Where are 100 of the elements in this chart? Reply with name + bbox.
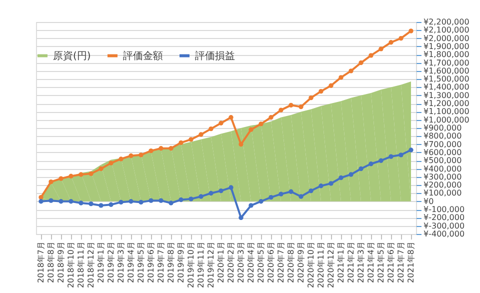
point <box>348 68 354 74</box>
point <box>308 188 314 194</box>
point <box>118 156 124 162</box>
y-tick-label: ¥1,700,000 <box>424 58 470 68</box>
point <box>168 200 174 206</box>
point <box>48 198 54 203</box>
point <box>308 95 314 100</box>
point <box>278 108 284 112</box>
x-tick-label: 2019年1月 <box>96 242 106 283</box>
point <box>318 88 324 94</box>
x-tick-label: 2020年4月 <box>246 242 256 283</box>
point <box>318 184 324 188</box>
point <box>398 36 404 41</box>
point <box>368 162 374 166</box>
point <box>128 199 134 204</box>
point <box>218 188 224 194</box>
x-tick-label: 2019年5月 <box>136 242 146 283</box>
x-tick-label: 2020年11月 <box>316 242 326 288</box>
y-tick-label: ¥1,600,000 <box>424 66 470 76</box>
point <box>208 126 214 132</box>
point <box>198 132 204 137</box>
point <box>68 174 74 178</box>
point <box>358 166 364 172</box>
y-tick-label: ¥-300,000 <box>424 221 465 230</box>
x-tick-label: 2019年4月 <box>126 242 136 283</box>
point <box>338 75 344 80</box>
x-tick-label: 2020年6月 <box>266 242 276 283</box>
point <box>98 203 104 208</box>
point <box>158 146 164 151</box>
point <box>288 189 294 194</box>
x-tick-label: 2020年8月 <box>286 242 296 283</box>
y-tick-label: ¥300,000 <box>424 172 462 182</box>
x-tick-label: 2020年12月 <box>326 242 336 288</box>
point <box>408 28 414 34</box>
x-tick-label: 2021年2月 <box>346 242 356 283</box>
x-tick-label: 2021年5月 <box>376 242 386 283</box>
y-tick-label: ¥1,100,000 <box>424 107 470 116</box>
y-tick-label: ¥900,000 <box>424 124 462 132</box>
point <box>188 137 194 142</box>
point <box>348 172 354 177</box>
point <box>88 201 94 206</box>
point <box>378 158 384 163</box>
y-tick-label: ¥200,000 <box>424 180 462 190</box>
y-tick-label: ¥400,000 <box>424 164 462 174</box>
point <box>198 194 204 199</box>
y-tick-label: ¥500,000 <box>424 156 462 166</box>
point <box>138 200 144 205</box>
y-tick-label: ¥600,000 <box>424 148 462 157</box>
legend-label: 評価金額 <box>123 50 163 62</box>
point <box>78 172 84 177</box>
point <box>408 148 414 152</box>
point <box>178 197 184 202</box>
x-tick-label: 2018年8月 <box>46 242 56 283</box>
point <box>278 192 284 196</box>
point <box>148 148 154 154</box>
point <box>338 175 344 180</box>
point <box>378 46 384 52</box>
x-tick-label: 2019年11月 <box>196 242 206 288</box>
point <box>368 53 374 58</box>
point <box>238 215 244 220</box>
point <box>258 122 264 126</box>
point <box>178 140 184 146</box>
y-tick-label: ¥1,300,000 <box>424 90 470 100</box>
point <box>388 154 394 159</box>
y-tick-label: ¥2,100,000 <box>424 26 470 35</box>
x-tick-label: 2021年8月 <box>406 242 416 283</box>
y-tick-label: ¥1,800,000 <box>424 50 470 60</box>
x-tick-label: 2018年10月 <box>66 242 76 288</box>
y-tick-label: ¥1,500,000 <box>424 74 470 84</box>
x-tick-label: 2020年5月 <box>256 242 266 283</box>
point <box>158 198 164 203</box>
point <box>188 196 194 202</box>
point <box>38 194 44 200</box>
x-tick-label: 2020年1月 <box>216 242 226 283</box>
x-tick-label: 2020年7月 <box>276 242 286 283</box>
point <box>98 166 104 172</box>
y-tick-label: ¥-400,000 <box>424 230 465 238</box>
y-tick-label: ¥-100,000 <box>424 205 465 214</box>
point <box>298 194 304 199</box>
x-tick-label: 2018年12月 <box>86 242 96 288</box>
point <box>88 171 94 176</box>
legend-label: 評価損益 <box>195 50 235 62</box>
legend-label: 原資(円) <box>53 50 91 62</box>
point <box>218 120 224 126</box>
x-tick-label: 2021年6月 <box>386 242 396 283</box>
x-tick-label: 2019年10月 <box>186 242 196 288</box>
x-tick-label: 2019年12月 <box>206 242 216 288</box>
point <box>108 202 114 207</box>
x-tick-label: 2019年9月 <box>176 242 186 283</box>
point <box>138 152 144 158</box>
x-tick-label: 2020年3月 <box>236 242 246 283</box>
y-tick-label: ¥2,200,000 <box>424 18 470 26</box>
x-tick-label: 2019年6月 <box>146 242 156 283</box>
x-tick-label: 2020年2月 <box>226 242 236 283</box>
point <box>148 198 154 203</box>
point <box>258 199 264 204</box>
y-tick-label: ¥700,000 <box>424 140 462 149</box>
point <box>328 181 334 186</box>
point <box>48 179 54 184</box>
point <box>268 194 274 200</box>
